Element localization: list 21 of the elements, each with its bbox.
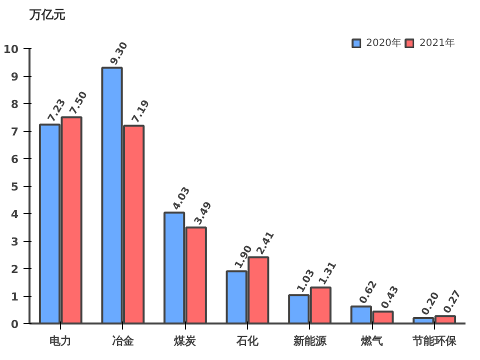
x-tick-label: 冶金 (112, 334, 135, 348)
x-tick-label: 石化 (236, 334, 260, 348)
y-axis-title: 万亿元 (28, 8, 66, 22)
x-tick-label: 节能环保 (411, 334, 458, 348)
x-tick-label: 燃气 (360, 334, 384, 348)
legend-label: 2020年 (366, 37, 402, 50)
legend-label: 2021年 (420, 37, 455, 50)
y-tick-label: 9 (10, 70, 18, 84)
x-tick-label: 电力 (50, 334, 72, 348)
y-tick-label: 1 (10, 290, 18, 304)
y-tick-label: 10 (3, 43, 19, 56)
y-tick-label: 7 (10, 126, 18, 138)
x-tick-label: 煤炭 (173, 334, 198, 348)
y-tick-label: 8 (10, 98, 18, 111)
y-tick-label: 3 (10, 236, 18, 248)
y-tick-label: 4 (10, 208, 19, 221)
y-tick-label: 5 (10, 180, 18, 194)
y-tick-label: 2 (10, 263, 18, 276)
y-tick-label: 0 (10, 318, 19, 331)
x-tick-label: 新能源 (292, 334, 328, 348)
y-tick-label: 6 (10, 153, 19, 166)
